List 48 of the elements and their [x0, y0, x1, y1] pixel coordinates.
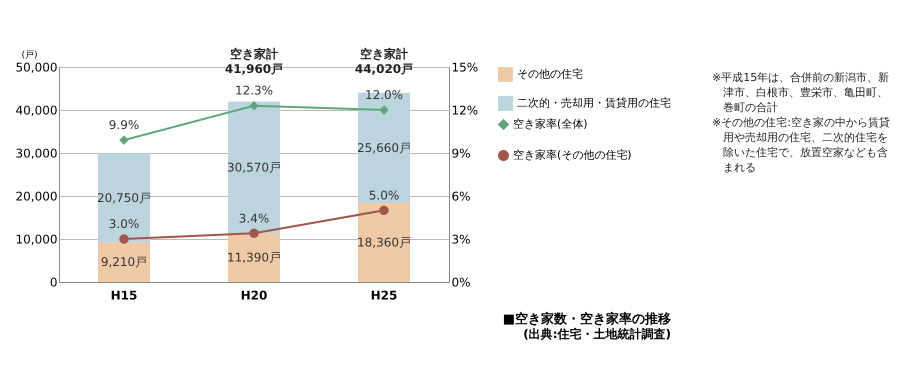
data-label: 12.0% [364, 88, 404, 102]
y-tick-label: 30,000 [16, 146, 58, 160]
data-label: 18,360戸 [357, 236, 411, 250]
y-tick-label: 50,000 [16, 60, 58, 74]
data-label: 3.4% [238, 211, 270, 226]
point [119, 135, 129, 145]
point [379, 105, 389, 115]
data-label: 11,390戸 [227, 250, 281, 265]
legend-label: その他の住宅 [517, 68, 583, 80]
legend-label: 二次的・売却用・賃貸用の住宅 [517, 96, 671, 110]
y2-tick-label: 6% [452, 190, 471, 204]
point [249, 100, 259, 110]
x-tick-label: H20 [240, 288, 268, 302]
data-label: 25,660戸 [357, 140, 411, 155]
text: (出典:住宅・土地統計調査) [523, 327, 671, 341]
point [119, 234, 129, 244]
y-tick-label: 10,000 [16, 232, 58, 246]
total-label: 空き家計 41,960戸 [224, 47, 284, 76]
text: ■空き家数・空き家率の推移 [502, 311, 671, 327]
total-label: 空き家計 44,020戸 [354, 47, 414, 76]
y2-tick-label: 15% [452, 60, 478, 74]
data-label: 12.3% [234, 84, 274, 98]
y-axis-title: (戸) [22, 50, 38, 60]
bar [228, 102, 280, 234]
y-tick-label: 20,000 [16, 190, 58, 204]
y-tick-label: 0 [50, 276, 58, 290]
bar [358, 203, 410, 282]
data-label: 30,570戸 [227, 160, 281, 174]
x-tick-label: H15 [110, 288, 138, 302]
text: ※その他の住宅:空き家の中から賃貸用や売却用の住宅、二次的住宅を除いた住宅で、放置空家なども含まれる [712, 115, 891, 175]
y2-tick-label: 9% [452, 146, 471, 160]
data-label: 9,210戸 [100, 255, 148, 270]
legend-label: 空き家率(その他の住宅) [513, 148, 632, 162]
data-label: 20,750戸 [97, 190, 151, 205]
y2-tick-label: 0% [452, 276, 471, 290]
y2-tick-label: 3% [452, 232, 471, 246]
x-tick-label: H25 [370, 288, 398, 302]
point [379, 206, 389, 216]
legend-label: 空き家率(全体) [513, 118, 588, 130]
y2-tick-label: 12% [452, 104, 478, 118]
data-label: 3.0% [108, 217, 140, 231]
bar [98, 242, 150, 282]
text: ※平成15年は、合併前の新潟市、新津市、白根市、豊栄市、亀田町、巻町の合計 [712, 70, 890, 115]
point [249, 228, 259, 238]
data-label: 5.0% [368, 188, 400, 202]
y-tick-label: 40,000 [16, 104, 58, 118]
data-label: 9.9% [108, 118, 140, 132]
bar [98, 153, 150, 242]
